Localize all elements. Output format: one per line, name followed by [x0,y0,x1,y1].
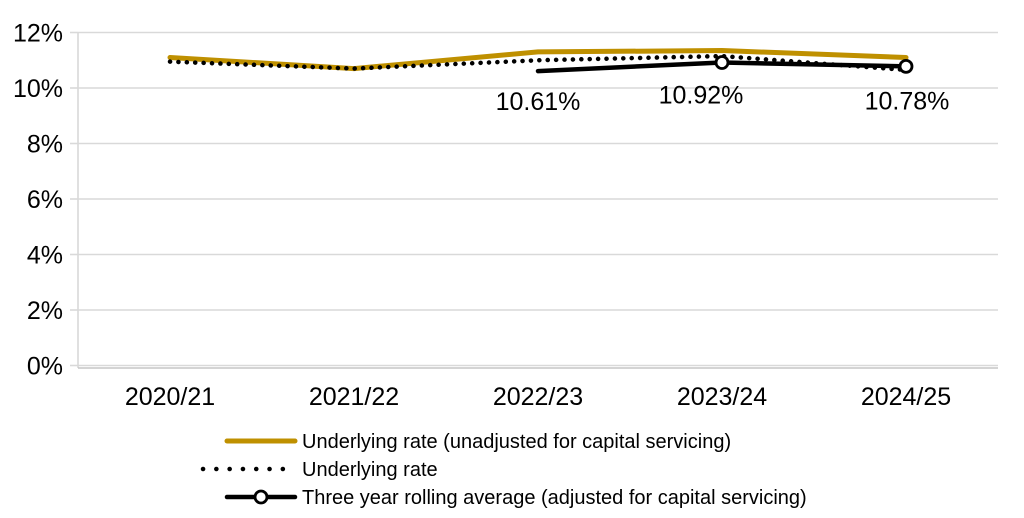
legend-label: Underlying rate (unadjusted for capital … [302,431,731,453]
y-axis-tick-label: 0% [27,353,63,381]
y-axis-tick-label: 8% [27,131,63,159]
series-group [167,48,914,74]
gridlines-group [78,31,998,367]
series-marker [898,58,914,74]
y-axis-tick-label: 2% [27,297,63,325]
y-axis-tick-label: 4% [27,242,63,270]
x-axis-tick-label: 2021/22 [309,383,399,411]
series-line-1 [167,48,909,72]
series-marker [714,55,730,70]
data-labels-group: 10.61% 10.92% 10.78% [496,81,950,116]
axes-group: 0% 2% 4% 6% 8% 10% 12% 2020/21 2021/22 2022/23 202… [13,20,998,411]
series-line-2 [167,53,909,73]
y-axis-tick-label: 10% [13,75,63,103]
y-axis-tick-label: 6% [27,186,63,214]
legend-group: Underlying rate (unadjusted for capital … [200,431,807,509]
data-label: 10.78% [865,87,950,115]
x-axis-tick-label: 2024/25 [861,383,951,411]
x-axis-tick-label: 2022/23 [493,383,583,411]
legend-label: Underlying rate [302,459,438,481]
x-axis-tick-label: 2023/24 [677,383,767,411]
legend-label: Three year rolling average (adjusted for… [302,487,807,509]
data-label: 10.92% [659,81,744,109]
x-axis-tick-label: 2020/21 [125,383,215,411]
legend-swatch-open-circle-icon [253,489,269,505]
y-axis-tick-label: 12% [13,20,63,48]
data-label: 10.61% [496,88,581,116]
